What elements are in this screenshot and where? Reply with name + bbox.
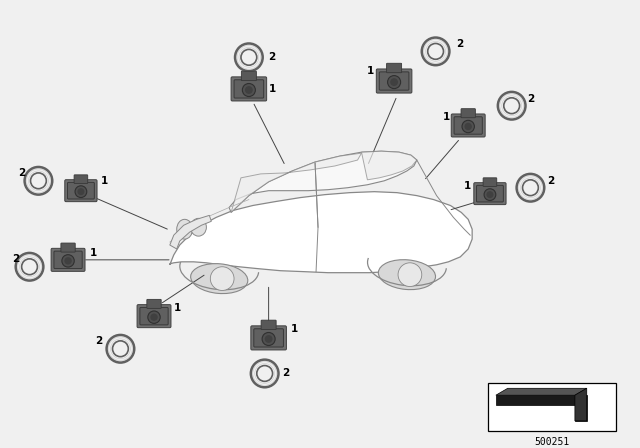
FancyBboxPatch shape — [241, 71, 257, 81]
FancyBboxPatch shape — [51, 248, 85, 271]
FancyBboxPatch shape — [61, 243, 76, 252]
FancyBboxPatch shape — [483, 178, 497, 186]
Circle shape — [243, 83, 255, 96]
Polygon shape — [170, 215, 211, 249]
Ellipse shape — [378, 260, 435, 290]
Circle shape — [77, 188, 84, 195]
Text: 1: 1 — [100, 176, 108, 186]
Text: 2: 2 — [282, 368, 290, 379]
FancyBboxPatch shape — [67, 182, 94, 199]
FancyBboxPatch shape — [137, 305, 171, 327]
FancyBboxPatch shape — [231, 77, 267, 101]
Circle shape — [148, 311, 160, 323]
Circle shape — [465, 123, 472, 130]
Circle shape — [62, 254, 74, 267]
Circle shape — [388, 76, 401, 89]
Text: 1: 1 — [174, 303, 181, 313]
Text: 2: 2 — [12, 254, 19, 264]
Polygon shape — [496, 388, 587, 395]
Polygon shape — [496, 395, 587, 421]
Text: 1: 1 — [464, 181, 471, 191]
Circle shape — [462, 121, 474, 133]
Text: 1: 1 — [90, 248, 97, 258]
FancyBboxPatch shape — [54, 251, 82, 268]
Circle shape — [245, 86, 253, 94]
FancyBboxPatch shape — [74, 175, 88, 184]
Polygon shape — [231, 153, 362, 212]
Polygon shape — [229, 151, 417, 212]
Ellipse shape — [191, 218, 206, 236]
FancyBboxPatch shape — [234, 80, 264, 98]
Polygon shape — [170, 192, 472, 273]
FancyBboxPatch shape — [387, 63, 402, 73]
Ellipse shape — [191, 263, 248, 293]
Text: 2: 2 — [95, 336, 102, 346]
Text: 2: 2 — [527, 94, 535, 104]
FancyBboxPatch shape — [380, 72, 409, 90]
FancyBboxPatch shape — [261, 320, 276, 330]
FancyBboxPatch shape — [140, 307, 168, 325]
Text: 2: 2 — [269, 52, 276, 62]
Text: 2: 2 — [547, 176, 554, 186]
FancyBboxPatch shape — [474, 183, 506, 205]
Ellipse shape — [177, 220, 193, 239]
Circle shape — [484, 189, 496, 201]
FancyBboxPatch shape — [488, 383, 616, 431]
Text: 1: 1 — [291, 324, 298, 334]
Polygon shape — [362, 151, 417, 180]
Circle shape — [262, 332, 275, 345]
Circle shape — [65, 257, 72, 265]
FancyBboxPatch shape — [251, 326, 287, 350]
FancyBboxPatch shape — [376, 69, 412, 93]
FancyBboxPatch shape — [477, 185, 504, 202]
FancyBboxPatch shape — [461, 109, 476, 118]
Text: 1: 1 — [367, 66, 374, 76]
Circle shape — [150, 314, 157, 321]
Circle shape — [390, 78, 398, 86]
FancyBboxPatch shape — [254, 329, 284, 347]
Text: 500251: 500251 — [534, 437, 570, 447]
Circle shape — [398, 263, 422, 287]
FancyBboxPatch shape — [451, 114, 485, 137]
FancyBboxPatch shape — [454, 117, 483, 134]
Text: 2: 2 — [456, 39, 463, 49]
Text: 2: 2 — [18, 168, 25, 178]
Circle shape — [75, 186, 87, 198]
FancyBboxPatch shape — [147, 299, 161, 308]
Circle shape — [211, 267, 234, 290]
Polygon shape — [575, 388, 587, 421]
FancyBboxPatch shape — [65, 180, 97, 202]
Circle shape — [265, 335, 273, 343]
Circle shape — [486, 191, 493, 198]
Text: 1: 1 — [269, 84, 276, 94]
Text: 1: 1 — [443, 112, 451, 121]
